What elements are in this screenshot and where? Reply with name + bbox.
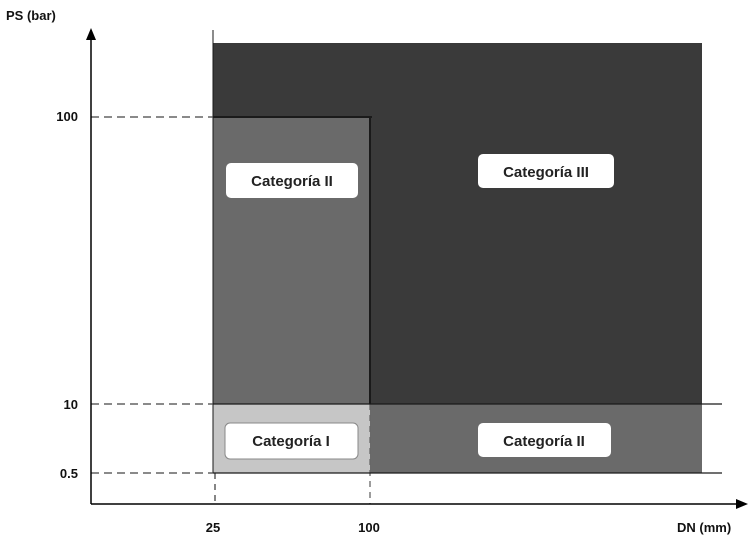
category-label-text: Categoría II — [251, 173, 333, 190]
category-ii-left-label: Categoría II — [226, 163, 358, 198]
y-tick-label: 10 — [64, 397, 78, 412]
x-tick-label: 25 — [206, 520, 220, 535]
category-iii-label: Categoría III — [478, 154, 614, 188]
x-axis-arrow-icon — [736, 499, 748, 509]
category-label-text: Categoría III — [503, 164, 589, 181]
category-label-text: Categoría I — [252, 433, 330, 450]
category-label-text: Categoría II — [503, 433, 585, 450]
y-tick-label: 0.5 — [60, 466, 78, 481]
region-category-ii-left — [213, 117, 370, 404]
y-axis-label: PS (bar) — [6, 8, 56, 23]
category-label-box — [226, 163, 358, 198]
category-i-label: Categoría I — [224, 422, 359, 460]
category-label-box — [478, 423, 611, 457]
y-axis-arrow-icon — [86, 28, 96, 40]
category-ii-bottom-label: Categoría II — [478, 423, 611, 457]
y-tick-label: 100 — [56, 109, 78, 124]
x-axis-label: DN (mm) — [677, 520, 731, 535]
category-label-box — [478, 154, 614, 188]
category-label-box — [224, 422, 359, 460]
x-tick-label: 100 — [358, 520, 380, 535]
